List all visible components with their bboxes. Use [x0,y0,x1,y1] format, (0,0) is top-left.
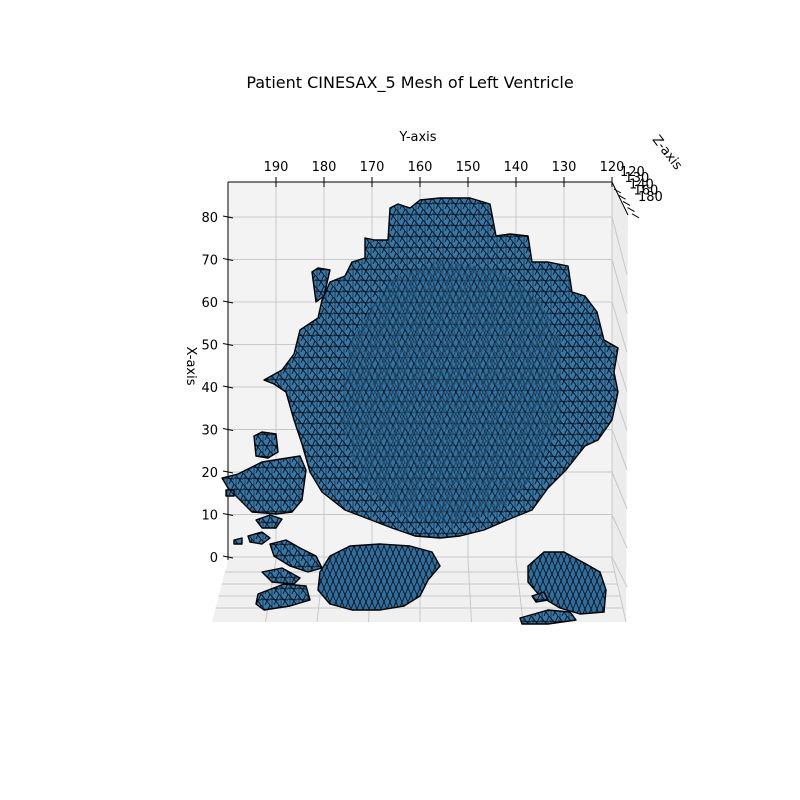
side-grid-line [611,429,628,470]
side-grid-line [611,514,628,549]
z-tick-mark [618,194,626,200]
x-tick-mark [222,513,234,516]
z-tick-mark [622,200,631,206]
x-tick-label: 20 [201,466,218,481]
x-tick-mark [222,343,234,346]
x-tick-label: 0 [210,551,218,566]
z-tick-mark [627,207,635,213]
x-tick-label: 10 [201,509,218,524]
side-grid-line [611,301,628,353]
x-axis-ticks: 0 10 20 30 40 50 60 70 80 [201,211,234,566]
x-tick-label: 30 [201,424,218,439]
x-tick-label: 40 [201,381,218,396]
chart-title: Patient CINESAX_5 Mesh of Left Ventricle [246,73,573,93]
x-tick-label: 60 [201,296,218,311]
mesh-speck-2 [225,489,235,497]
side-grid-line [611,471,628,509]
x-tick-label: 50 [201,339,218,354]
x-tick-mark [222,258,234,261]
x-tick-mark [222,555,234,559]
y-tick-label: 150 [456,160,481,175]
y-tick-label: 140 [504,160,529,175]
x-tick-label: 70 [201,254,218,269]
x-tick-mark [222,215,234,219]
x-tick-label: 80 [201,211,218,226]
mesh-speck-3 [233,537,243,545]
y-axis-ticks: 190 180 170 160 150 140 130 120 [264,160,625,187]
z-tick-label: 130 [625,171,650,186]
y-tick-label: 190 [264,160,289,175]
z-tick-label: 140 [629,177,654,192]
x-tick-mark [222,300,234,304]
z-tick-mark [613,188,622,194]
mesh-fragment-2 [247,531,271,545]
ventricle-mesh [221,197,619,625]
x-axis-label: X-axis [183,347,198,386]
mesh-left-lobe [221,455,307,515]
side-grid-line [611,216,628,275]
mesh-speck-1 [531,591,549,603]
z-tick-label: 160 [634,184,659,199]
z-axis-label: Z-axis [649,133,685,173]
x-tick-mark [222,428,234,431]
y-tick-label: 160 [408,160,433,175]
mesh-fragment-4 [261,567,301,585]
z-tick-mark [631,213,640,219]
y-tick-label: 120 [600,160,625,175]
floor-grid-line [515,559,524,623]
right-pane [612,182,628,622]
mesh-shading-overlay [340,260,560,525]
mesh-bottom-center [317,543,441,611]
y-axis-label: Y-axis [398,130,436,145]
y-tick-label: 170 [360,160,385,175]
mesh-left-tab [253,431,279,459]
mesh-spike-left [311,267,331,303]
mesh-fragment-5 [255,583,311,611]
side-grid-line [611,556,628,588]
y-tick-label: 130 [552,160,577,175]
z-tick-label: 180 [638,190,663,205]
x-tick-mark [222,470,234,474]
z-tick-label: 120 [620,165,645,180]
floor-grid-line [611,559,627,623]
x-tick-mark [222,385,234,389]
mesh-bottom-right-tail [519,609,577,625]
mesh-fragment-1 [255,514,283,529]
floor-grid-line [467,559,472,623]
side-grid-line [611,259,628,314]
y-tick-label: 180 [312,160,337,175]
